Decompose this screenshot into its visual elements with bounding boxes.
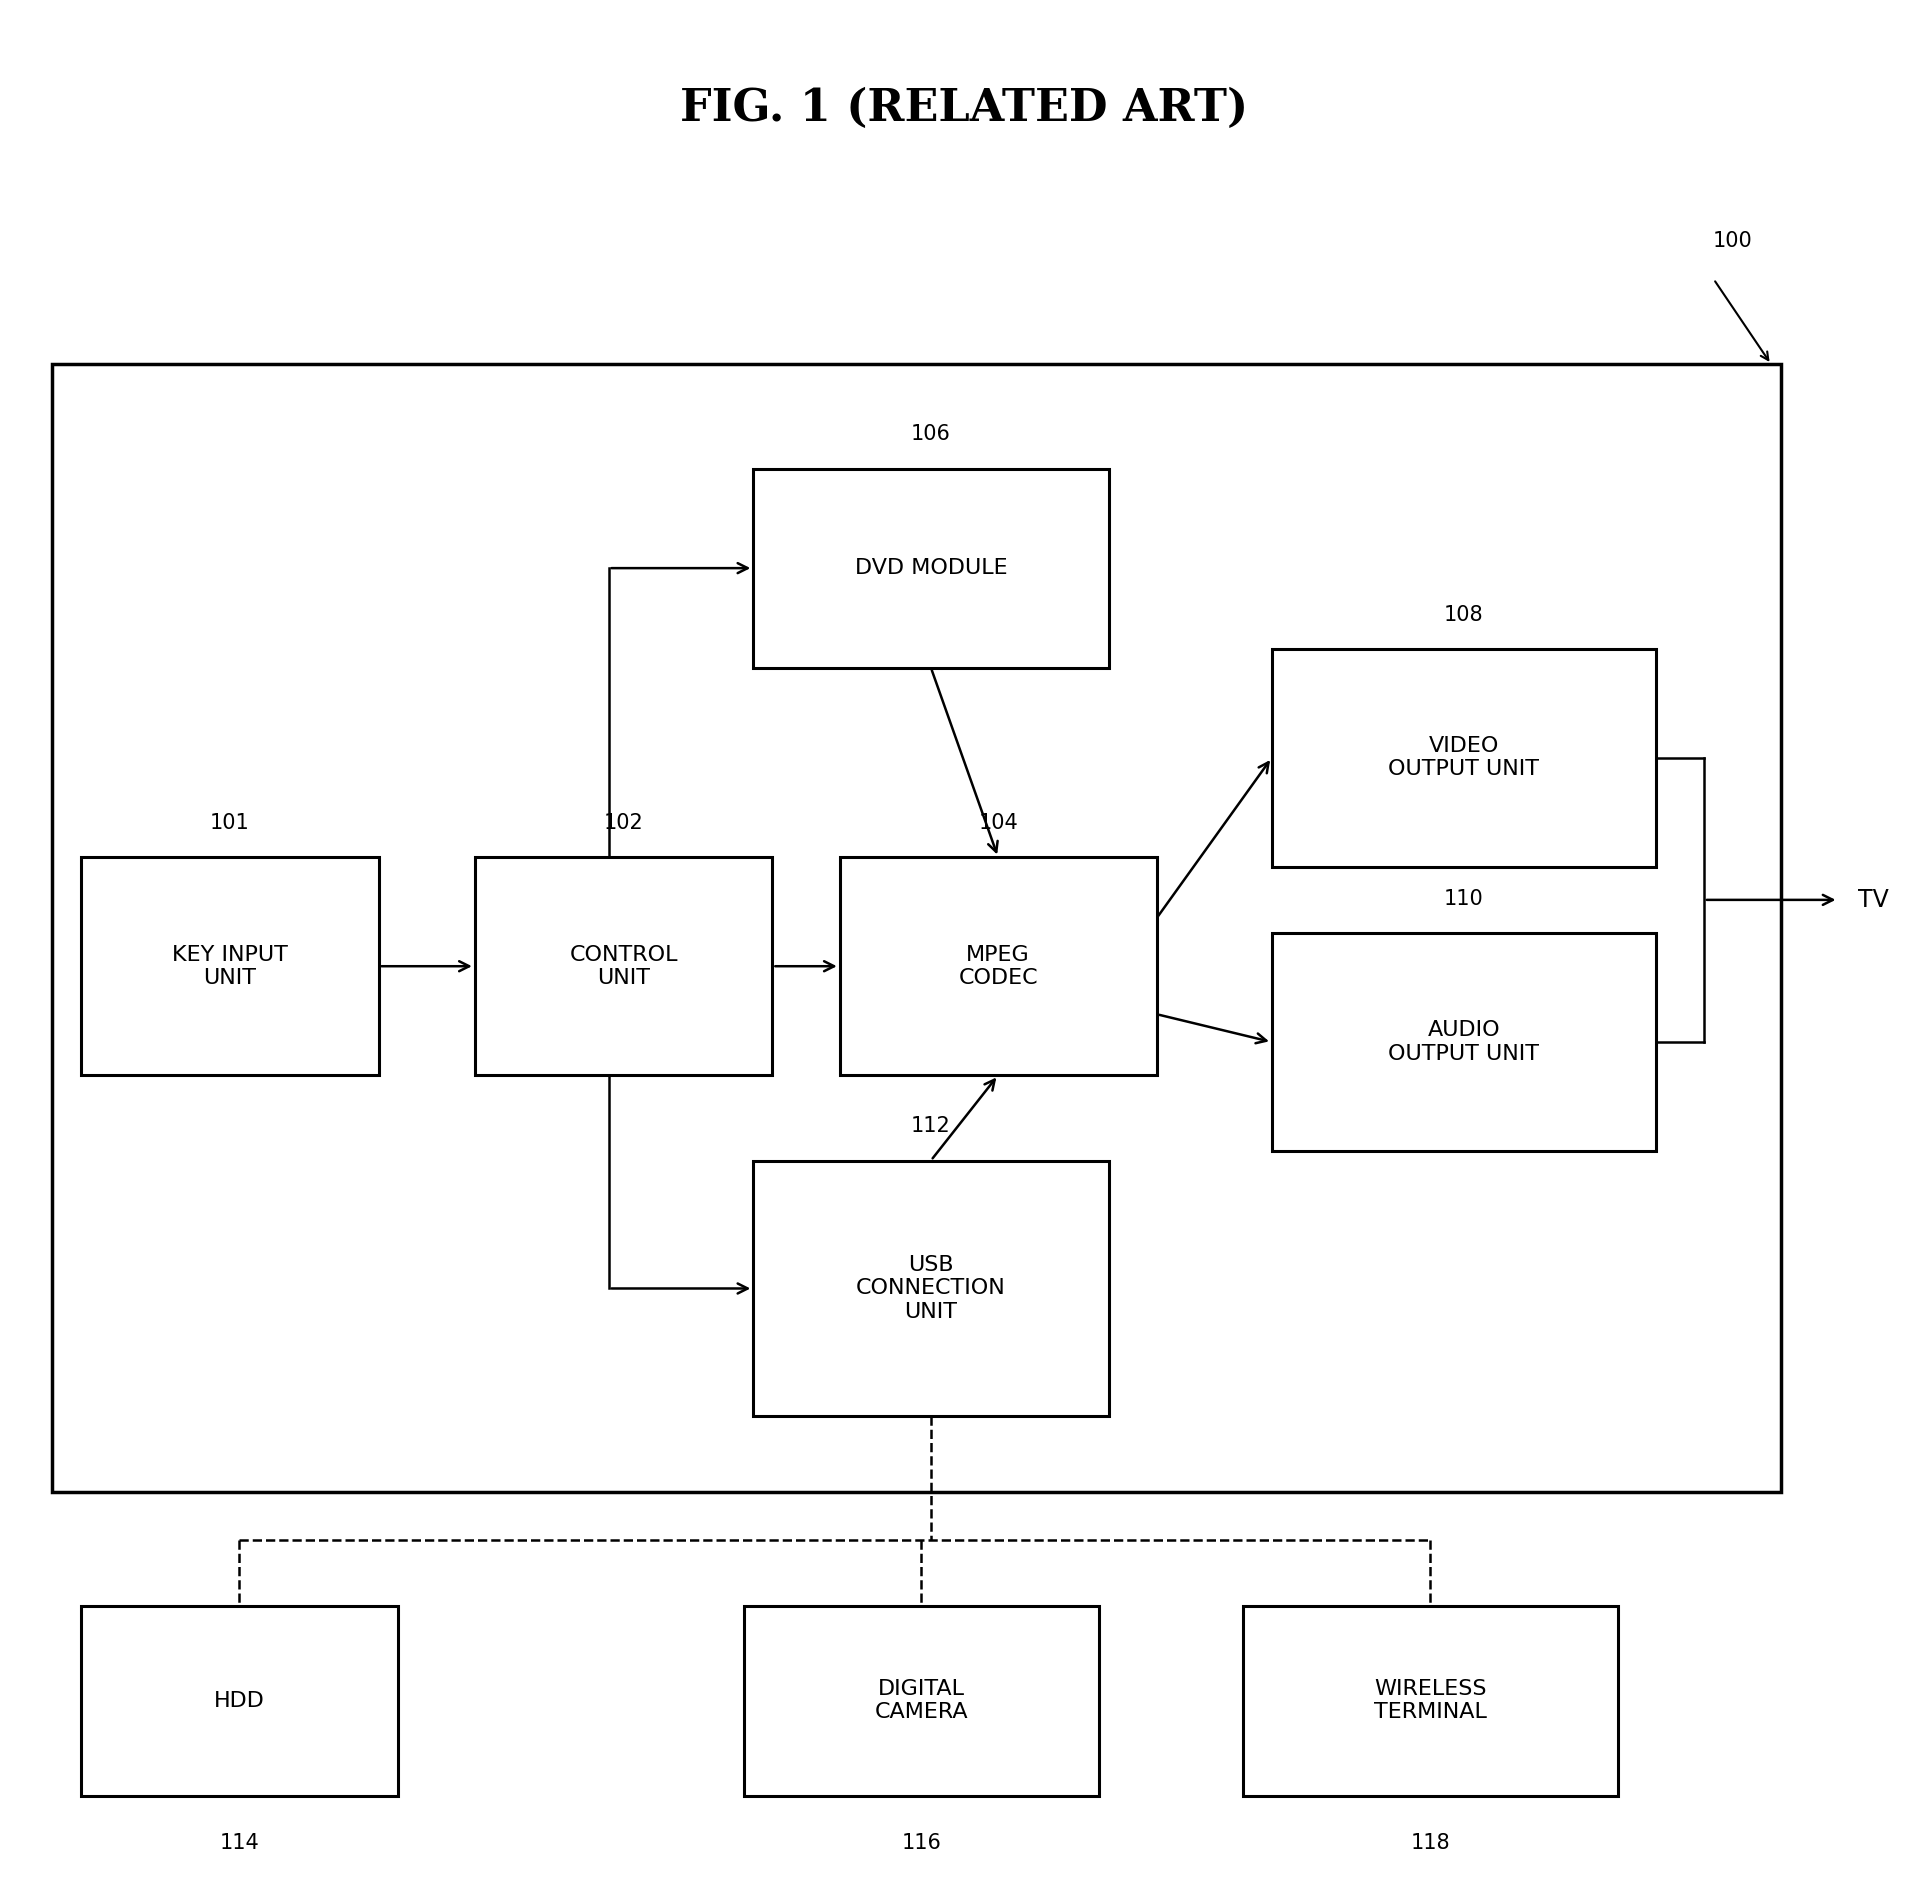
Text: 101: 101 [210,813,249,834]
Text: AUDIO
OUTPUT UNIT: AUDIO OUTPUT UNIT [1389,1021,1539,1064]
Bar [752,1161,1109,1417]
Text: 102: 102 [604,813,644,834]
Bar [839,857,1157,1076]
Text: 108: 108 [1445,605,1483,625]
Bar [743,1605,1100,1795]
Bar [1271,933,1655,1152]
Text: DIGITAL
CAMERA: DIGITAL CAMERA [874,1679,968,1723]
Text: CONTROL
UNIT: CONTROL UNIT [569,944,677,988]
Text: 112: 112 [910,1116,951,1137]
Text: 104: 104 [978,813,1019,834]
Bar [475,857,772,1076]
Bar [1242,1605,1618,1795]
Text: 110: 110 [1445,889,1483,908]
Text: 118: 118 [1410,1834,1451,1853]
Text: VIDEO
OUTPUT UNIT: VIDEO OUTPUT UNIT [1389,737,1539,779]
Bar [52,364,1780,1493]
Bar [81,857,378,1076]
Bar [1271,649,1655,866]
Bar [752,468,1109,668]
Text: MPEG
CODEC: MPEG CODEC [959,944,1038,988]
Text: 106: 106 [910,425,951,444]
Bar [81,1605,397,1795]
Text: FIG. 1 (RELATED ART): FIG. 1 (RELATED ART) [681,88,1248,129]
Text: KEY INPUT
UNIT: KEY INPUT UNIT [172,944,287,988]
Text: 116: 116 [901,1834,941,1853]
Text: WIRELESS
TERMINAL: WIRELESS TERMINAL [1373,1679,1487,1723]
Text: 114: 114 [220,1834,258,1853]
Text: USB
CONNECTION
UNIT: USB CONNECTION UNIT [856,1255,1005,1321]
Text: TV: TV [1858,887,1888,912]
Text: HDD: HDD [214,1691,264,1712]
Text: 100: 100 [1713,230,1753,251]
Text: DVD MODULE: DVD MODULE [855,558,1007,579]
